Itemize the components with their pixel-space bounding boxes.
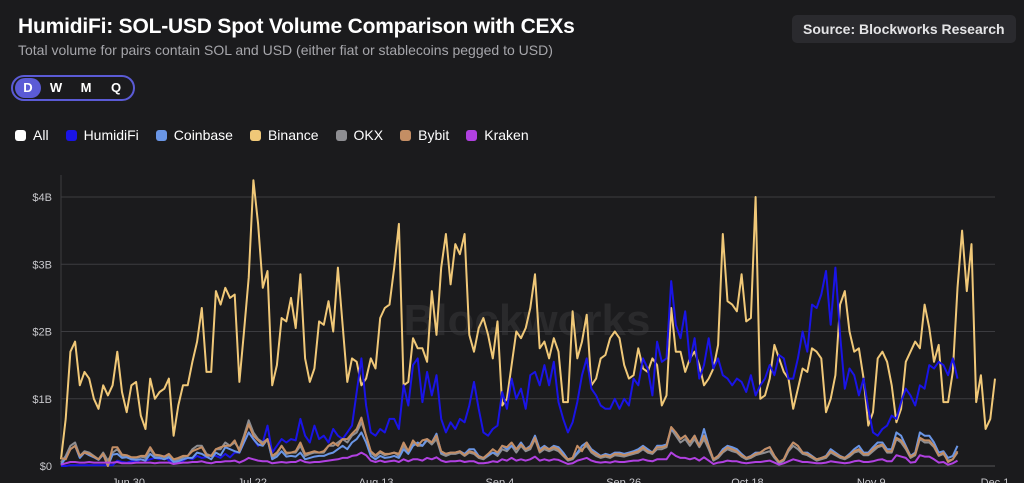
legend-swatch-coinbase bbox=[155, 129, 167, 141]
y-tick-label: $2B bbox=[32, 327, 52, 339]
legend-label-humidifi: HumidiFi bbox=[83, 127, 139, 143]
x-tick-label: Sep 4 bbox=[485, 477, 514, 483]
period-quarter-button[interactable]: Q bbox=[110, 80, 122, 95]
legend-swatch-okx bbox=[335, 129, 347, 141]
legend-item-bybit[interactable]: Bybit bbox=[400, 127, 449, 143]
legend-item-humidifi[interactable]: HumidiFi bbox=[65, 127, 139, 143]
legend-item-okx[interactable]: OKX bbox=[335, 127, 384, 143]
period-week-button[interactable]: W bbox=[49, 80, 63, 95]
legend-item-all[interactable]: All bbox=[15, 127, 49, 143]
legend-label-bybit: Bybit bbox=[418, 127, 450, 143]
period-month-button[interactable]: M bbox=[80, 80, 92, 95]
legend-item-binance[interactable]: Binance bbox=[249, 127, 319, 143]
legend-swatch-binance bbox=[249, 129, 261, 141]
x-tick-label: Jul 22 bbox=[238, 477, 267, 483]
legend-swatch-all bbox=[15, 129, 26, 141]
period-day-button[interactable]: D bbox=[15, 78, 41, 98]
legend-swatch-kraken bbox=[466, 129, 478, 141]
x-tick-label: Dec 1 bbox=[981, 477, 1010, 483]
x-tick-label: Nov 9 bbox=[857, 477, 886, 483]
series-line-coinbase bbox=[60, 428, 959, 467]
x-tick-label: Sep 26 bbox=[606, 477, 641, 483]
source-badge: Source: Blockworks Research bbox=[792, 15, 1016, 43]
series-line-binance bbox=[60, 179, 996, 460]
y-tick-label: $3B bbox=[32, 259, 52, 271]
legend-swatch-bybit bbox=[400, 129, 412, 141]
period-selector: D W M Q bbox=[11, 75, 135, 101]
series-line-kraken bbox=[60, 451, 958, 466]
series-lines bbox=[60, 179, 996, 467]
x-tick-label: Aug 13 bbox=[359, 477, 394, 483]
y-tick-label: $0 bbox=[40, 461, 52, 473]
legend-label-all: All bbox=[33, 127, 49, 143]
chart-subtitle: Total volume for pairs contain SOL and U… bbox=[18, 42, 553, 58]
chart-legend: All HumidiFi Coinbase Binance OKX Bybit … bbox=[15, 127, 546, 143]
x-axis: Jun 30 Jul 22 Aug 13 Sep 4 Sep 26 Oct 18 Nov 9… bbox=[112, 477, 1009, 483]
y-axis: $0 $1B $2B $3B $4B bbox=[32, 192, 52, 473]
series-line-bybit bbox=[60, 416, 959, 467]
legend-label-binance: Binance bbox=[267, 127, 319, 143]
legend-item-coinbase[interactable]: Coinbase bbox=[155, 127, 233, 143]
legend-label-coinbase: Coinbase bbox=[173, 127, 233, 143]
y-tick-label: $1B bbox=[32, 394, 52, 406]
x-tick-label: Oct 18 bbox=[731, 477, 763, 483]
x-tick-label: Jun 30 bbox=[112, 477, 145, 483]
y-tick-label: $4B bbox=[32, 192, 52, 204]
legend-swatch-humidifi bbox=[65, 129, 77, 141]
legend-label-kraken: Kraken bbox=[484, 127, 529, 143]
legend-label-okx: OKX bbox=[353, 127, 384, 143]
chart-title: HumidiFi: SOL-USD Spot Volume Comparison… bbox=[18, 15, 575, 38]
legend-item-kraken[interactable]: Kraken bbox=[466, 127, 529, 143]
